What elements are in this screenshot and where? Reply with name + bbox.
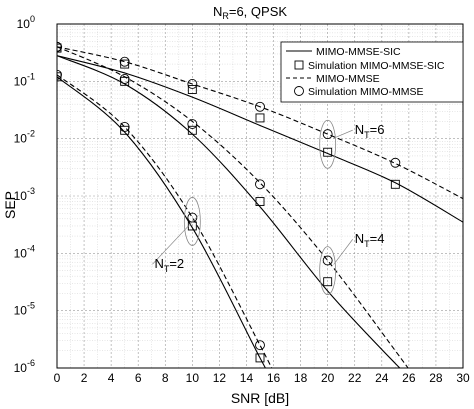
sim-mmse-marker-nt6: [119, 56, 130, 67]
group-ellipse-nt4: [319, 246, 337, 295]
y-tick-label: 10-6: [14, 358, 35, 375]
x-tick-label: 26: [402, 371, 416, 385]
sim-sic-marker-nt6: [187, 85, 197, 94]
y-tick-label: 10-2: [14, 129, 35, 146]
sim-sic-marker-nt4: [187, 125, 197, 135]
legend: MIMO-MMSE-SIC Simulation MIMO-MMSE-SIC M…: [280, 41, 464, 103]
sim-mmse-marker-nt4: [187, 119, 198, 129]
sim-mmse-marker-nt6: [187, 79, 198, 89]
x-tick-label: 2: [81, 371, 88, 385]
legend-label: MIMO-MMSE: [316, 73, 380, 85]
sim-sic-marker-nt2: [255, 353, 265, 363]
y-tick-label: 100: [17, 14, 35, 31]
sim-mmse-marker-nt2: [255, 340, 265, 351]
mmse-curve-nt6: [57, 46, 463, 200]
x-tick-label: 30: [456, 371, 470, 385]
x-axis-label: SNR [dB]: [231, 390, 289, 406]
x-tick-label: 10: [186, 371, 200, 385]
legend-label: Simulation MIMO-MMSE-SIC: [308, 60, 445, 72]
sim-mmse-marker-nt4: [255, 179, 265, 190]
legend-entry-sim-mmse: Simulation MIMO-MMSE: [294, 86, 424, 98]
x-tick-label: 0: [54, 371, 61, 385]
sim-sic-marker-nt2: [120, 125, 130, 135]
x-tick-label: 4: [108, 371, 115, 385]
x-tick-label: 8: [162, 371, 169, 385]
y-tick-label: 10-3: [14, 186, 35, 203]
y-tick-labels: 100 10-1 10-2 10-3 10-4 10-5 10-6: [14, 14, 35, 375]
x-tick-labels: 0 2 4 6 8 10 12 14 16 18 20 22 24 26 28 30: [54, 371, 470, 385]
sim-sic-marker-nt4: [255, 197, 265, 207]
legend-box: [280, 41, 464, 103]
group-leader-nt2: [152, 215, 199, 265]
x-tick-label: 16: [267, 371, 281, 385]
y-axis-label: SEP: [2, 191, 18, 219]
sim-sic-marker-nt6: [323, 147, 333, 157]
legend-label: Simulation MIMO-MMSE: [308, 86, 424, 98]
markers: [57, 41, 401, 363]
x-tick-label: 6: [135, 371, 142, 385]
x-tick-label: 14: [240, 371, 254, 385]
y-tick-label: 10-4: [14, 243, 35, 260]
x-tick-label: 28: [429, 371, 443, 385]
circle-marker-icon: [294, 86, 304, 96]
sim-mmse-marker-nt6: [390, 157, 401, 168]
y-tick-label: 10-1: [14, 71, 35, 88]
sic-curve-nt4: [57, 55, 401, 368]
group-label-nt2: NT=2: [154, 256, 184, 274]
sim-mmse-marker-nt4: [57, 41, 62, 52]
legend-entry-sic: MIMO-MMSE-SIC: [286, 46, 401, 58]
legend-label: MIMO-MMSE-SIC: [316, 46, 401, 58]
sic-curve-nt2: [57, 76, 267, 368]
sim-mmse-marker-nt2: [57, 69, 62, 80]
sim-mmse-marker-nt2: [119, 122, 130, 132]
sim-sic-marker-nt4: [323, 277, 333, 287]
x-tick-label: 22: [348, 371, 362, 385]
mmse-curve-nt2: [57, 74, 273, 368]
sim-mmse-marker-nt6: [322, 129, 333, 140]
sim-mmse-marker-nt4: [119, 74, 130, 84]
plot-frame: [56, 23, 464, 369]
curves: [57, 46, 463, 368]
square-marker-icon: [294, 60, 304, 70]
group-ellipses: [152, 119, 354, 295]
legend-entry-sim-sic: Simulation MIMO-MMSE-SIC: [294, 60, 445, 72]
group-label-nt6: NT=6: [355, 122, 385, 140]
sic-curve-nt6: [57, 55, 463, 223]
group-ellipse-nt6: [319, 119, 337, 169]
group-annotations: NT=6 NT=4 NT=2: [154, 122, 384, 274]
x-tick-label: 20: [321, 371, 335, 385]
mmse-curve-nt4: [57, 46, 409, 368]
sim-mmse-marker-nt6: [255, 101, 265, 112]
sim-sic-marker-nt6: [255, 113, 265, 123]
group-leader-nt4: [333, 239, 354, 265]
x-tick-label: 24: [375, 371, 389, 385]
x-tick-label: 12: [213, 371, 227, 385]
x-tick-label: 18: [294, 371, 308, 385]
group-leader-nt6: [333, 129, 353, 139]
sim-mmse-marker-nt4: [322, 255, 333, 266]
sim-sic-marker-nt6: [390, 179, 400, 189]
legend-entry-mmse: MIMO-MMSE: [286, 73, 380, 85]
group-ellipse-nt2: [183, 197, 201, 246]
group-label-nt4: NT=4: [355, 231, 385, 249]
y-tick-label: 10-5: [14, 301, 35, 318]
chart-title: NR=6, QPSK: [213, 4, 287, 21]
